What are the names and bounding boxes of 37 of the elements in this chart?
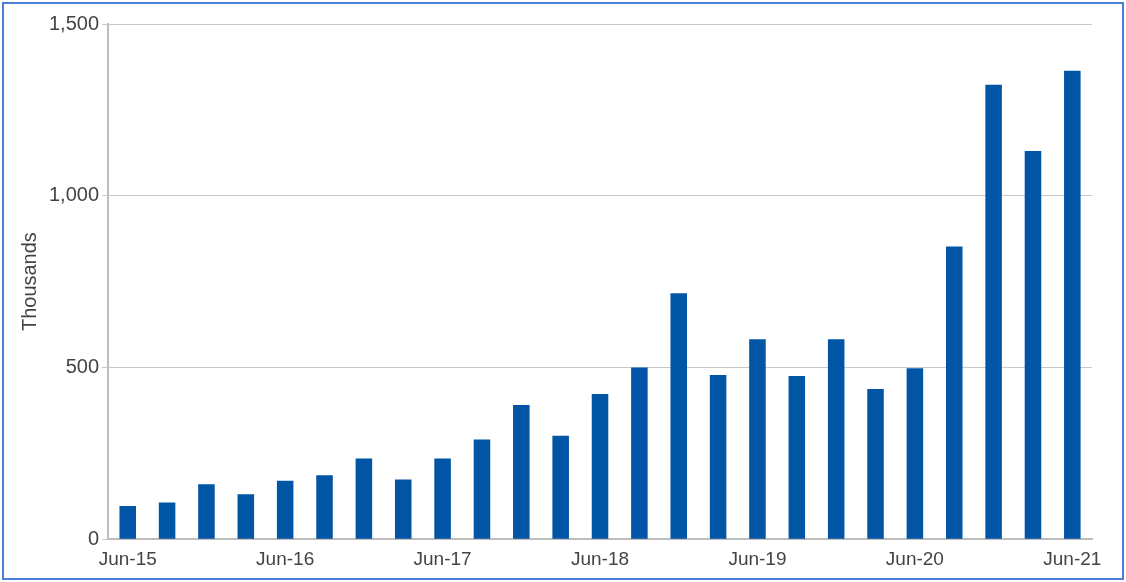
bar bbox=[473, 439, 491, 539]
bar bbox=[434, 458, 451, 539]
x-tick-label: Jun-18 bbox=[570, 547, 630, 569]
bar bbox=[513, 404, 530, 539]
bar bbox=[827, 339, 845, 539]
bar bbox=[552, 435, 569, 539]
bar bbox=[631, 367, 648, 539]
y-tick-label: 1,500 bbox=[48, 11, 100, 34]
bar bbox=[394, 479, 412, 539]
bar bbox=[788, 376, 806, 539]
x-tick-label: Jun-21 bbox=[1043, 547, 1102, 569]
bar bbox=[945, 246, 963, 539]
y-axis-title: Thousands bbox=[17, 232, 40, 332]
bar bbox=[198, 484, 215, 539]
bar bbox=[316, 475, 333, 539]
bar bbox=[670, 293, 688, 539]
y-tick-label: 1,000 bbox=[48, 183, 100, 206]
bar bbox=[1024, 151, 1042, 539]
bar bbox=[985, 84, 1002, 539]
bar bbox=[1064, 70, 1081, 539]
x-tick-label: Jun-19 bbox=[728, 547, 787, 569]
bar bbox=[158, 502, 176, 539]
bar bbox=[906, 368, 924, 539]
bar bbox=[867, 389, 884, 539]
bar bbox=[591, 393, 609, 539]
x-tick-label: Jun-16 bbox=[256, 547, 315, 569]
bar bbox=[276, 480, 294, 539]
y-tick-label: 500 bbox=[65, 354, 100, 377]
bar bbox=[709, 375, 727, 539]
bar bbox=[119, 505, 136, 539]
bar bbox=[355, 458, 373, 539]
bar bbox=[237, 494, 255, 539]
bar bbox=[749, 339, 766, 539]
x-tick-label: Jun-15 bbox=[98, 547, 157, 569]
x-tick-label: Jun-20 bbox=[885, 547, 944, 569]
y-tick-label: 0 bbox=[87, 526, 100, 549]
x-tick-label: Jun-17 bbox=[413, 547, 472, 569]
